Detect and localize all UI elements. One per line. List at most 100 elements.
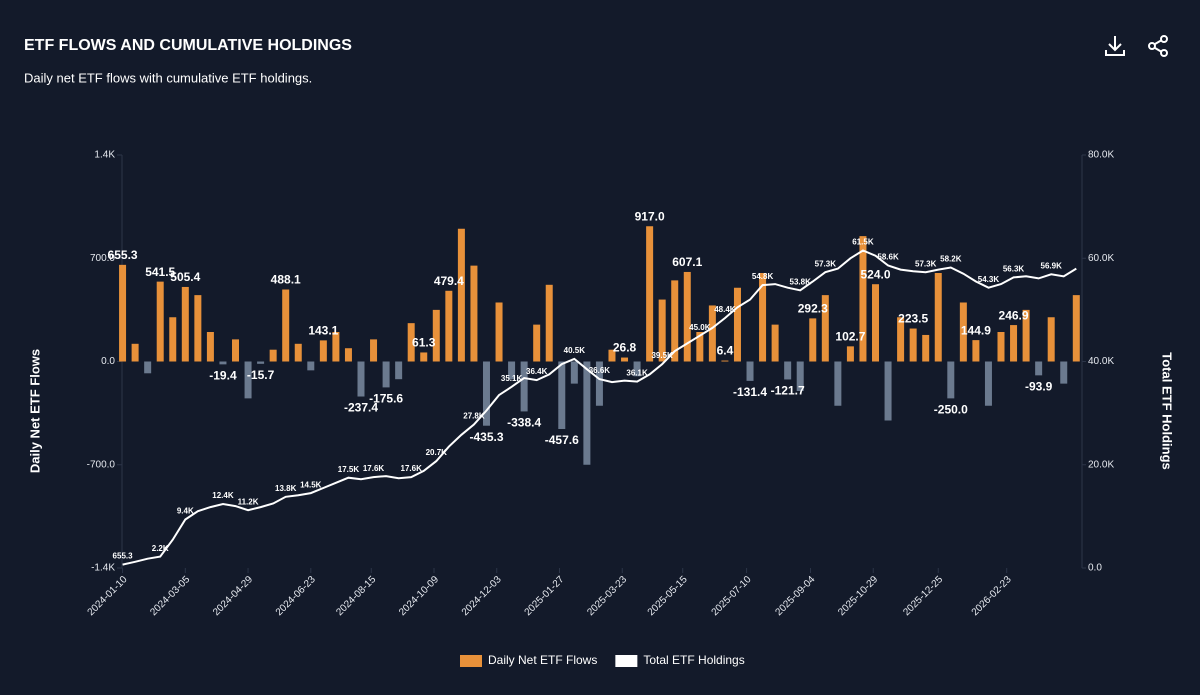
- line-value-label: 2.2K: [152, 544, 169, 553]
- bar: [784, 361, 792, 380]
- line-value-label: 54.3K: [978, 275, 1000, 284]
- bar: [922, 334, 930, 362]
- bar: [796, 361, 804, 391]
- line-value-label: 57.3K: [915, 259, 937, 268]
- bar: [771, 324, 779, 362]
- bar: [169, 317, 177, 362]
- x-tick-label: 2025-01-27: [523, 574, 567, 618]
- x-tick-label: 2025-12-25: [901, 574, 945, 618]
- line-value-label: 9.4K: [177, 507, 194, 516]
- bar: [470, 265, 478, 362]
- bar-value-label: 917.0: [635, 209, 665, 223]
- line-value-label: 56.9K: [1041, 261, 1063, 270]
- x-tick-label: 2026-02-23: [970, 574, 1014, 618]
- x-tick-label: 2025-03-23: [585, 574, 629, 618]
- bar: [1072, 295, 1080, 362]
- bar: [319, 340, 327, 362]
- bar: [395, 361, 403, 380]
- y-axis-title: Daily Net ETF Flows: [27, 349, 42, 473]
- x-tick-label: 2025-05-15: [646, 574, 690, 618]
- bar: [382, 361, 390, 388]
- line-value-label: 56.3K: [1003, 264, 1025, 273]
- bar: [194, 295, 202, 362]
- bar: [407, 323, 415, 362]
- bar: [595, 361, 603, 406]
- bar: [1010, 325, 1018, 362]
- bar: [432, 309, 440, 362]
- x-tick-label: 2024-03-05: [148, 574, 192, 618]
- x-tick-label: 2024-01-10: [86, 574, 130, 618]
- bar-value-label: 488.1: [271, 273, 301, 287]
- line-value-label: 45.0K: [689, 323, 711, 332]
- bar-value-label: -338.4: [507, 416, 541, 430]
- bar: [708, 305, 716, 362]
- bar-value-label: -457.6: [545, 433, 579, 447]
- holdings-line: [122, 249, 1077, 566]
- bar-value-label: -131.4: [733, 385, 767, 399]
- x-tick-label: 2025-07-10: [710, 574, 754, 618]
- bar: [947, 361, 955, 399]
- bar-value-label: -121.7: [771, 384, 805, 398]
- bar: [658, 299, 666, 362]
- bar: [131, 343, 139, 362]
- legend-label: Daily Net ETF Flows: [488, 653, 597, 667]
- bar: [959, 302, 967, 362]
- y-tick-label: -1.4K: [91, 563, 115, 574]
- y-tick-label: 700.0: [90, 253, 115, 264]
- bar-value-label: 223.5: [898, 312, 928, 326]
- bar: [545, 284, 553, 362]
- bar: [608, 349, 616, 362]
- bar: [445, 290, 453, 362]
- bar: [533, 324, 541, 362]
- bar: [294, 343, 302, 362]
- bar: [1022, 309, 1030, 362]
- bar: [119, 264, 127, 362]
- y2-axis-title: Total ETF Holdings: [1160, 352, 1175, 469]
- download-icon[interactable]: [1105, 36, 1125, 56]
- line-value-label: 655.3: [113, 552, 134, 561]
- bar-value-label: 607.1: [672, 255, 702, 269]
- bar: [721, 360, 729, 362]
- bar: [859, 236, 867, 362]
- line-value-label: 58.6K: [877, 253, 899, 262]
- x-tick-label: 2024-12-03: [460, 574, 504, 618]
- bar: [671, 280, 679, 362]
- bar-value-label: -237.4: [344, 401, 378, 415]
- line-value-label: 36.6K: [589, 366, 611, 375]
- x-tick-label: 2024-10-09: [397, 574, 441, 618]
- bar: [621, 357, 629, 362]
- bar: [759, 273, 767, 362]
- bar: [872, 284, 880, 362]
- chart-title: ETF FLOWS AND CUMULATIVE HOLDINGS: [24, 37, 352, 54]
- bar: [583, 361, 591, 465]
- line-value-label: 53.8K: [790, 277, 812, 286]
- y2-tick-label: 60.0K: [1088, 253, 1114, 264]
- y2-tick-label: 80.0K: [1088, 150, 1114, 161]
- line-value-label: 36.1K: [626, 369, 648, 378]
- line-value-label: 14.5K: [300, 480, 322, 489]
- x-tick-label: 2024-08-15: [334, 574, 378, 618]
- bar: [370, 339, 378, 362]
- bar-value-label: -93.9: [1025, 380, 1053, 394]
- bar-value-label: 102.7: [835, 330, 865, 344]
- y2-tick-label: 40.0K: [1088, 356, 1114, 367]
- bar: [156, 281, 164, 362]
- bar: [344, 348, 352, 362]
- line-value-label: 48.4K: [714, 305, 736, 314]
- bar: [282, 289, 290, 362]
- x-tick-label: 2024-04-29: [211, 574, 255, 618]
- bar: [683, 271, 691, 362]
- y-tick-label: 0.0: [101, 356, 115, 367]
- bar-value-label: 246.9: [999, 308, 1029, 322]
- bar: [834, 361, 842, 406]
- bar: [332, 332, 340, 362]
- bar: [909, 328, 917, 362]
- y-tick-label: -700.0: [87, 459, 116, 470]
- bar: [1060, 361, 1068, 384]
- bar-value-label: 505.4: [170, 270, 200, 284]
- share-icon[interactable]: [1148, 35, 1168, 57]
- x-tick-label: 2024-06-23: [274, 574, 318, 618]
- line-value-label: 17.6K: [401, 464, 423, 473]
- bar: [746, 361, 754, 381]
